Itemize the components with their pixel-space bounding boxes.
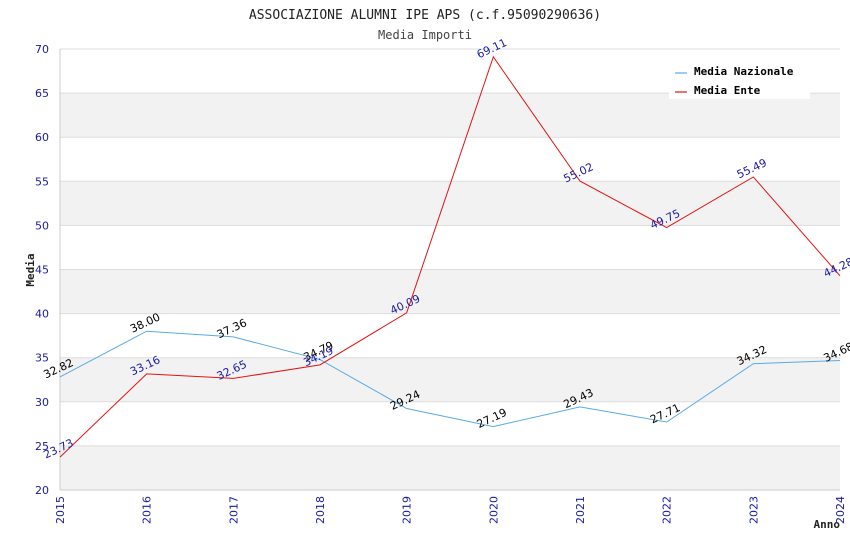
grid-band (60, 181, 840, 226)
chart-subtitle: Media Importi (378, 28, 472, 42)
y-tick-label: 65 (35, 87, 49, 100)
grid-band (60, 93, 840, 138)
grid-band (60, 401, 840, 446)
grid-band (60, 269, 840, 314)
x-tick-labels: 2015 2016 2017 2018 2019 2020 2021 2022 2023 2024 (54, 496, 847, 524)
x-tick-label: 2023 (747, 496, 760, 524)
grid-band (60, 357, 840, 402)
y-tick-label: 45 (35, 264, 49, 277)
y-tick-label: 55 (35, 175, 49, 188)
x-tick-label: 2016 (141, 496, 154, 524)
y-axis-label: Media (24, 253, 37, 286)
y-tick-label: 40 (35, 308, 49, 321)
series-line-media-ente (59, 55, 841, 458)
legend: Media Nazionale Media Ente (669, 59, 810, 99)
y-tick-label: 70 (35, 43, 49, 56)
y-tick-label: 30 (35, 396, 49, 409)
x-tick-label: 2019 (401, 496, 414, 524)
series-line-media-nazionale (59, 330, 841, 428)
x-tick-label: 2017 (227, 496, 240, 524)
x-tick-label: 2020 (487, 496, 500, 524)
x-axis-label: Anno (814, 518, 841, 531)
series-lines (59, 55, 841, 458)
grid-band (60, 445, 840, 490)
chart-title: ASSOCIAZIONE ALUMNI IPE APS (c.f.9509029… (249, 8, 601, 23)
y-tick-label: 35 (35, 352, 49, 365)
grid-band (60, 137, 840, 182)
axes (59, 49, 840, 491)
x-tick-label: 2018 (314, 496, 327, 524)
x-tick-label: 2024 (834, 496, 847, 524)
x-tick-label: 2021 (574, 496, 587, 524)
y-tick-label: 20 (35, 484, 49, 497)
legend-label-media-ente: Media Ente (694, 84, 761, 97)
legend-box (669, 59, 810, 99)
x-tick-label: 2022 (661, 496, 674, 524)
grid-band (60, 225, 840, 270)
y-tick-label: 25 (35, 440, 49, 453)
x-tick-label: 2015 (54, 496, 67, 524)
legend-label-media-nazionale: Media Nazionale (694, 65, 794, 78)
y-tick-label: 60 (35, 131, 49, 144)
y-tick-label: 50 (35, 219, 49, 232)
grid-band (60, 313, 840, 358)
grid-bands (60, 49, 840, 490)
y-tick-labels: 20 25 30 35 40 45 50 55 60 65 70 (35, 43, 49, 497)
